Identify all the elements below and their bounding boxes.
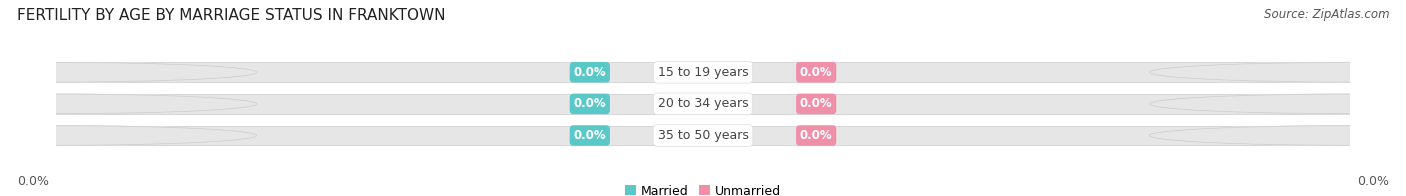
Bar — [56, 63, 1350, 82]
Circle shape — [0, 94, 257, 114]
Legend: Married, Unmarried: Married, Unmarried — [624, 185, 782, 196]
Text: 0.0%: 0.0% — [17, 175, 49, 188]
Text: 20 to 34 years: 20 to 34 years — [658, 97, 748, 110]
Text: 0.0%: 0.0% — [574, 129, 606, 142]
Text: 15 to 19 years: 15 to 19 years — [658, 66, 748, 79]
Text: 0.0%: 0.0% — [800, 97, 832, 110]
Text: FERTILITY BY AGE BY MARRIAGE STATUS IN FRANKTOWN: FERTILITY BY AGE BY MARRIAGE STATUS IN F… — [17, 8, 446, 23]
Text: Source: ZipAtlas.com: Source: ZipAtlas.com — [1264, 8, 1389, 21]
Text: 35 to 50 years: 35 to 50 years — [658, 129, 748, 142]
Bar — [56, 126, 1350, 145]
Text: 0.0%: 0.0% — [574, 97, 606, 110]
Text: 0.0%: 0.0% — [574, 66, 606, 79]
Circle shape — [0, 126, 257, 145]
Text: 0.0%: 0.0% — [800, 129, 832, 142]
Circle shape — [1149, 94, 1406, 114]
Text: 0.0%: 0.0% — [800, 66, 832, 79]
Bar — [56, 94, 1350, 114]
Circle shape — [1149, 126, 1406, 145]
Circle shape — [1149, 63, 1406, 82]
Text: 0.0%: 0.0% — [1357, 175, 1389, 188]
Circle shape — [0, 63, 257, 82]
